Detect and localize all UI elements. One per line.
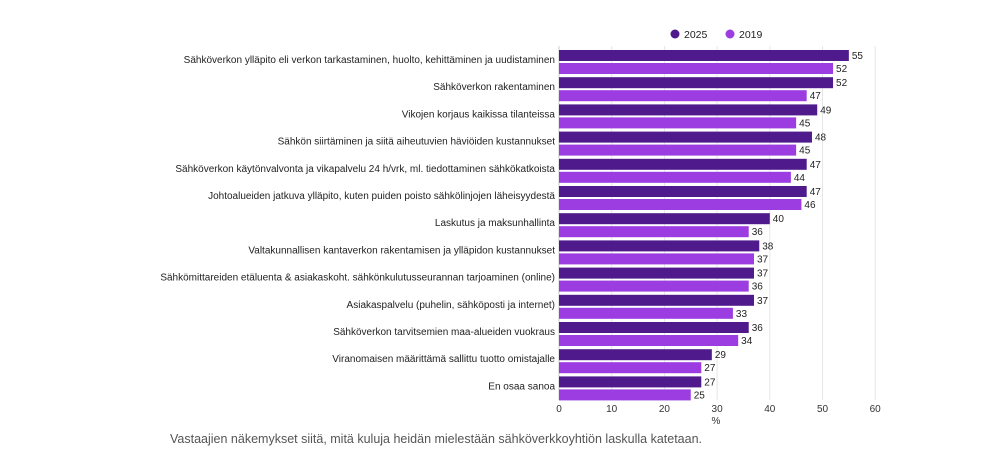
x-tick-label: 40 <box>764 404 776 415</box>
bar-2019 <box>559 226 749 238</box>
value-label-2025: 36 <box>752 323 764 334</box>
bar-2025 <box>559 104 818 116</box>
category-label: Sähköverkon ylläpito eli verkon tarkasta… <box>184 55 555 66</box>
category-label: Sähköverkon tarvitsemien maa-alueiden vu… <box>333 327 555 338</box>
value-label-2019: 36 <box>752 227 764 238</box>
x-tick-label: 0 <box>556 404 562 415</box>
value-label-2025: 27 <box>704 377 716 388</box>
value-label-2025: 38 <box>762 241 774 252</box>
value-label-2019: 45 <box>799 118 811 129</box>
value-label-2025: 55 <box>852 51 864 62</box>
chart-caption: Vastaajien näkemykset siitä, mitä kuluja… <box>170 432 703 446</box>
bar-2025 <box>559 77 834 89</box>
value-label-2025: 47 <box>810 160 822 171</box>
value-label-2019: 46 <box>804 200 816 211</box>
category-label: En osaa sanoa <box>488 381 555 392</box>
value-label-2019: 27 <box>704 363 716 374</box>
bar-2025 <box>559 294 754 306</box>
x-tick-label: 10 <box>606 404 618 415</box>
value-label-2019: 37 <box>757 254 769 265</box>
x-tick-label: 50 <box>817 404 829 415</box>
legend-label-2025: 2025 <box>684 29 708 41</box>
bar-2025 <box>559 322 749 333</box>
bar-2025 <box>559 131 812 143</box>
bar-2019 <box>559 117 797 129</box>
category-label: Johtoalueiden jatkuva ylläpito, kuten pu… <box>208 191 555 202</box>
value-label-2025: 40 <box>773 214 785 225</box>
value-label-2025: 37 <box>757 296 769 307</box>
category-label: Asiakaspalvelu (puhelin, sähköposti ja i… <box>347 300 555 311</box>
bar-2019 <box>559 362 702 374</box>
bar-2019 <box>559 63 834 74</box>
legend-marker-2025 <box>670 29 680 39</box>
bar-2019 <box>559 389 691 401</box>
value-label-2019: 45 <box>799 146 811 157</box>
bar-2025 <box>559 349 712 361</box>
value-label-2025: 47 <box>810 187 822 198</box>
value-labels: 55 52 52 47 49 45 48 45 47 44 47 46 40 36 38 37 37 36 37 33… <box>694 51 864 401</box>
value-label-2025: 52 <box>836 78 848 89</box>
bar-2025 <box>559 186 807 197</box>
bars <box>559 50 849 401</box>
bar-2019 <box>559 144 797 156</box>
bar-2019 <box>559 307 733 319</box>
x-axis-ticks: 0 10 20 30 40 50 60 <box>556 404 881 415</box>
category-label: Sähkön siirtäminen ja siitä aiheutuvien … <box>278 137 556 148</box>
bar-2025 <box>559 158 807 170</box>
category-label: Viranomaisen määrittämä sallittu tuotto … <box>332 354 555 365</box>
value-label-2019: 33 <box>736 309 748 320</box>
category-label: Valtakunnallisen kantaverkon rakentamise… <box>248 245 555 256</box>
legend-marker-2019 <box>725 29 735 39</box>
bar-2025 <box>559 50 849 61</box>
value-label-2019: 25 <box>694 390 706 401</box>
bar-2019 <box>559 90 807 102</box>
legend-label-2019: 2019 <box>739 29 763 41</box>
legend: 2025 2019 <box>670 29 763 41</box>
value-label-2019: 36 <box>752 282 764 293</box>
x-tick-label: 20 <box>659 404 671 415</box>
bar-2019 <box>559 335 739 346</box>
category-label: Vikojen korjaus kaikissa tilanteissa <box>402 109 556 120</box>
bar-2025 <box>559 240 760 252</box>
bar-2019 <box>559 253 754 265</box>
category-label: Sähköverkon käytönvalvonta ja vikapalvel… <box>175 164 555 175</box>
bar-2019 <box>559 199 802 210</box>
value-label-2025: 37 <box>757 269 769 280</box>
bar-2019 <box>559 171 791 183</box>
category-label: Laskutus ja maksunhallinta <box>435 218 556 229</box>
x-axis-label: % <box>712 416 721 427</box>
category-labels: Sähköverkon ylläpito eli verkon tarkasta… <box>160 55 555 392</box>
value-label-2025: 48 <box>815 133 827 144</box>
x-tick-label: 60 <box>870 404 882 415</box>
category-label: Sähkömittareiden etäluenta & asiakaskoht… <box>160 273 555 284</box>
bar-2019 <box>559 280 749 292</box>
value-label-2025: 49 <box>820 105 832 116</box>
value-label-2019: 44 <box>794 173 806 184</box>
bar-2025 <box>559 267 754 279</box>
value-label-2019: 47 <box>810 91 822 102</box>
category-label: Sähköverkon rakentaminen <box>433 82 555 93</box>
value-label-2019: 34 <box>741 336 753 347</box>
bar-2025 <box>559 213 770 225</box>
value-label-2019: 52 <box>836 64 848 75</box>
bar-2025 <box>559 376 702 388</box>
value-label-2025: 29 <box>715 350 727 361</box>
x-tick-label: 30 <box>712 404 724 415</box>
